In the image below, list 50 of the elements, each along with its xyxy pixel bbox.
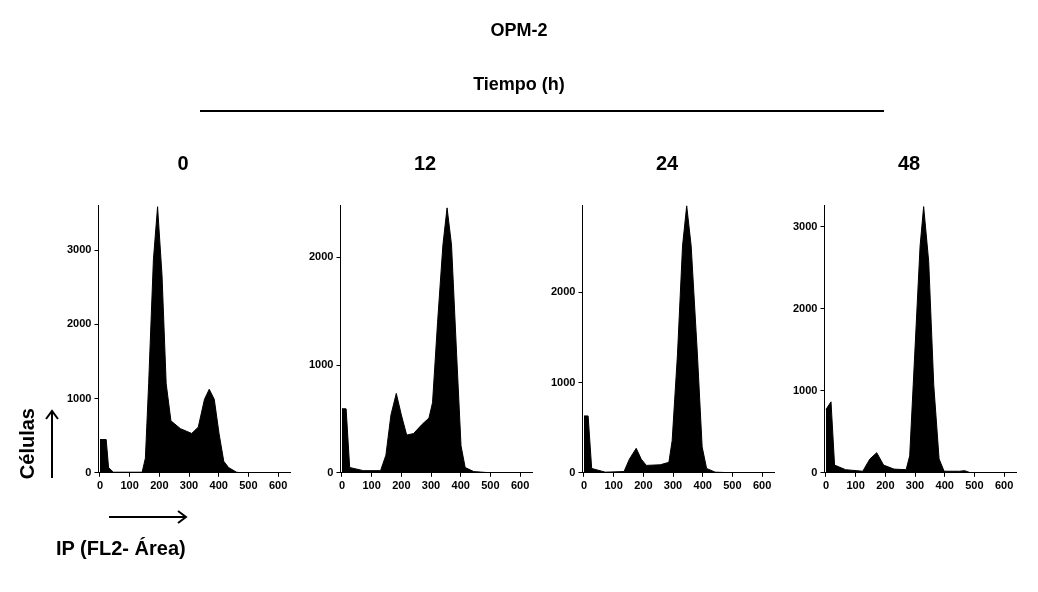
x-tick-label: 400 [693,479,712,492]
x-tick-label: 400 [451,479,470,492]
x-axis-title: IP (FL2- Área) [56,537,186,560]
x-tick-label: 200 [634,479,653,492]
y-tick-label: 3000 [66,243,92,256]
x-tick-label: 600 [994,479,1014,492]
x-tick-label: 0 [580,479,588,492]
y-tick-label: 0 [85,465,92,478]
y-tick-label: 3000 [792,219,818,232]
x-tick-label: 0 [822,479,830,492]
x-tick-label: 600 [510,479,530,492]
chart-title: 12 [412,152,438,175]
x-tick-label: 500 [239,479,258,492]
x-tick-label: 600 [752,479,772,492]
x-tick-label: 600 [268,479,288,492]
x-tick-label: 200 [150,479,169,492]
x-tick-label: 400 [209,479,228,492]
x-tick-label: 100 [120,479,139,492]
x-tick-label: 100 [604,479,623,492]
y-tick-label: 1000 [66,391,92,404]
x-tick-label: 500 [723,479,742,492]
y-tick-label: 0 [327,465,334,478]
x-tick-label: 0 [338,479,346,492]
y-tick-label: 2000 [66,317,92,330]
chart-title: 0 [176,152,190,175]
y-tick-label: 2000 [550,285,576,298]
x-tick-label: 100 [846,479,865,492]
x-tick-label: 300 [905,479,925,492]
x-tick-label: 500 [965,479,984,492]
chart-title: 24 [654,152,680,175]
y-tick-label: 2000 [792,301,818,314]
y-tick-label: 1000 [792,383,818,396]
y-tick-label: 0 [811,465,818,478]
x-tick-label: 400 [935,479,954,492]
x-tick-label: 300 [179,479,199,492]
x-tick-label: 500 [481,479,500,492]
y-tick-label: 0 [569,465,576,478]
x-tick-label: 300 [421,479,441,492]
x-tick-label: 300 [663,479,683,492]
text: Tiempo (h) [472,74,566,95]
text: OPM-2 [489,20,549,41]
x-tick-label: 200 [876,479,895,492]
y-tick-label: 1000 [308,358,334,371]
x-tick-label: 200 [392,479,411,492]
y-tick-label: 1000 [550,375,576,388]
y-axis-title: Células [16,408,39,480]
x-tick-label: 0 [96,479,104,492]
x-tick-label: 100 [362,479,381,492]
y-tick-label: 2000 [308,250,334,263]
chart-title: 48 [896,152,922,175]
